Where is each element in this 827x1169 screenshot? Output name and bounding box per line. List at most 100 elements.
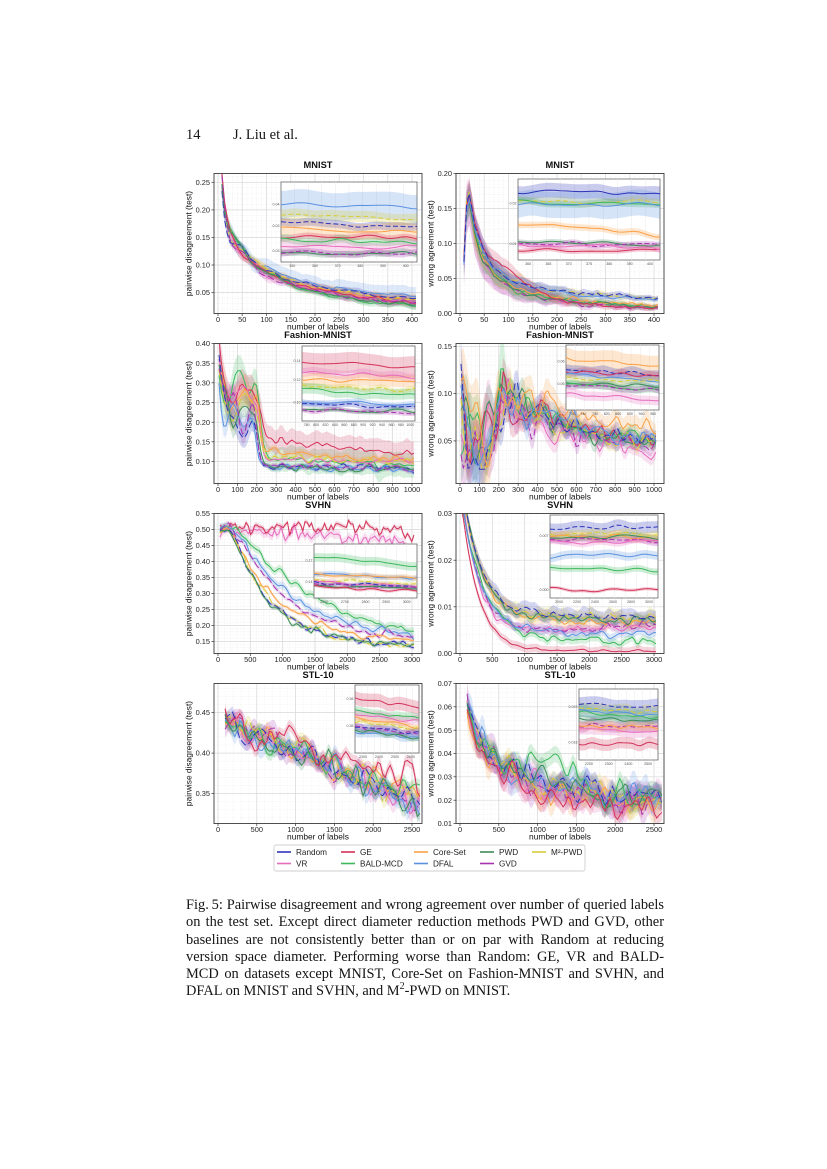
svg-text:700: 700 <box>569 412 575 416</box>
svg-text:740: 740 <box>580 412 586 416</box>
svg-text:0.20: 0.20 <box>196 621 210 630</box>
svg-text:0.20: 0.20 <box>196 418 210 427</box>
svg-text:Fashion-MNIST: Fashion-MNIST <box>284 330 352 340</box>
svg-text:2400: 2400 <box>624 762 632 766</box>
svg-text:0.01: 0.01 <box>510 242 517 246</box>
svg-text:500: 500 <box>551 485 563 494</box>
svg-text:2000: 2000 <box>365 825 381 834</box>
svg-text:100: 100 <box>231 485 243 494</box>
svg-text:0.06: 0.06 <box>438 702 452 711</box>
svg-text:Fashion-MNIST: Fashion-MNIST <box>526 330 594 340</box>
svg-text:number of labels: number of labels <box>529 321 591 331</box>
svg-text:250: 250 <box>333 315 345 324</box>
svg-text:0.05: 0.05 <box>438 437 452 446</box>
svg-text:0.10: 0.10 <box>438 389 452 398</box>
svg-text:1000: 1000 <box>274 655 290 664</box>
svg-text:0.07: 0.07 <box>438 679 452 688</box>
svg-text:800: 800 <box>367 485 379 494</box>
svg-text:100: 100 <box>473 485 485 494</box>
svg-text:wrong agreement (test): wrong agreement (test) <box>426 710 436 798</box>
svg-text:MNIST: MNIST <box>304 160 333 170</box>
svg-text:500: 500 <box>486 655 498 664</box>
svg-text:350: 350 <box>289 264 295 268</box>
svg-text:390: 390 <box>627 262 633 266</box>
svg-text:500: 500 <box>309 485 321 494</box>
svg-text:STL-10: STL-10 <box>545 670 576 680</box>
svg-text:700: 700 <box>590 485 602 494</box>
svg-text:350: 350 <box>624 315 636 324</box>
svg-text:840: 840 <box>332 423 338 427</box>
svg-text:pairwise disagreement (test): pairwise disagreement (test) <box>184 701 194 806</box>
svg-text:0.000: 0.000 <box>540 588 549 592</box>
svg-text:number of labels: number of labels <box>287 661 349 671</box>
svg-text:number of labels: number of labels <box>287 491 349 501</box>
svg-text:0.35: 0.35 <box>196 359 210 368</box>
svg-text:380: 380 <box>357 264 363 268</box>
svg-text:M²-PWD: M²-PWD <box>551 848 582 857</box>
svg-text:370: 370 <box>566 262 572 266</box>
svg-text:0.40: 0.40 <box>196 339 210 348</box>
svg-text:2500: 2500 <box>371 655 387 664</box>
svg-text:960: 960 <box>389 423 395 427</box>
svg-text:2000: 2000 <box>339 655 355 664</box>
svg-text:150: 150 <box>285 315 297 324</box>
svg-text:1500: 1500 <box>326 825 342 834</box>
svg-text:0.00: 0.00 <box>438 309 452 318</box>
svg-text:400: 400 <box>531 485 543 494</box>
svg-text:360: 360 <box>525 262 531 266</box>
svg-text:Random: Random <box>296 848 327 857</box>
svg-text:0.25: 0.25 <box>196 398 210 407</box>
svg-text:400: 400 <box>289 485 301 494</box>
svg-text:300: 300 <box>599 315 611 324</box>
svg-text:860: 860 <box>341 423 347 427</box>
svg-text:0: 0 <box>458 655 462 664</box>
svg-text:MNIST: MNIST <box>546 160 575 170</box>
svg-text:350: 350 <box>382 315 394 324</box>
svg-text:0.20: 0.20 <box>438 169 452 178</box>
svg-text:0.15: 0.15 <box>196 233 210 242</box>
svg-text:1000: 1000 <box>529 825 545 834</box>
svg-text:300: 300 <box>270 485 282 494</box>
svg-text:pairwise disagreement (test): pairwise disagreement (test) <box>184 361 194 466</box>
svg-text:50: 50 <box>238 315 246 324</box>
svg-text:1000: 1000 <box>516 655 532 664</box>
svg-text:3000: 3000 <box>404 655 420 664</box>
svg-text:500: 500 <box>244 655 256 664</box>
svg-text:1000: 1000 <box>406 423 414 427</box>
svg-text:GE: GE <box>360 848 372 857</box>
svg-text:0.04: 0.04 <box>273 203 280 207</box>
svg-text:900: 900 <box>386 485 398 494</box>
svg-text:1500: 1500 <box>568 825 584 834</box>
svg-text:0.10: 0.10 <box>196 261 210 270</box>
svg-text:0.17: 0.17 <box>306 558 313 562</box>
svg-text:0.10: 0.10 <box>196 457 210 466</box>
svg-text:DFAL: DFAL <box>433 859 454 868</box>
svg-text:900: 900 <box>628 485 640 494</box>
svg-text:600: 600 <box>570 485 582 494</box>
svg-text:400: 400 <box>648 315 660 324</box>
svg-text:980: 980 <box>398 423 404 427</box>
svg-text:0.01: 0.01 <box>438 819 452 828</box>
svg-text:0.45: 0.45 <box>196 541 210 550</box>
svg-text:0.06: 0.06 <box>558 359 565 363</box>
svg-text:1000: 1000 <box>404 485 420 494</box>
svg-text:Core-Set: Core-Set <box>433 848 466 857</box>
svg-text:600: 600 <box>328 485 340 494</box>
svg-text:0: 0 <box>458 825 462 834</box>
svg-text:0.018: 0.018 <box>569 741 578 745</box>
svg-text:0: 0 <box>216 825 220 834</box>
svg-text:0.00: 0.00 <box>438 649 452 658</box>
svg-text:3000: 3000 <box>645 600 653 604</box>
svg-text:980: 980 <box>650 412 656 416</box>
svg-text:2400: 2400 <box>591 600 599 604</box>
svg-text:3000: 3000 <box>646 655 662 664</box>
svg-text:0: 0 <box>458 485 462 494</box>
svg-text:0.02: 0.02 <box>273 224 280 228</box>
svg-text:2000: 2000 <box>607 825 623 834</box>
svg-text:2600: 2600 <box>609 600 617 604</box>
svg-text:2500: 2500 <box>391 755 399 759</box>
svg-text:0.01: 0.01 <box>438 602 452 611</box>
svg-text:500: 500 <box>493 825 505 834</box>
svg-text:400: 400 <box>647 262 653 266</box>
svg-text:0.15: 0.15 <box>196 437 210 446</box>
